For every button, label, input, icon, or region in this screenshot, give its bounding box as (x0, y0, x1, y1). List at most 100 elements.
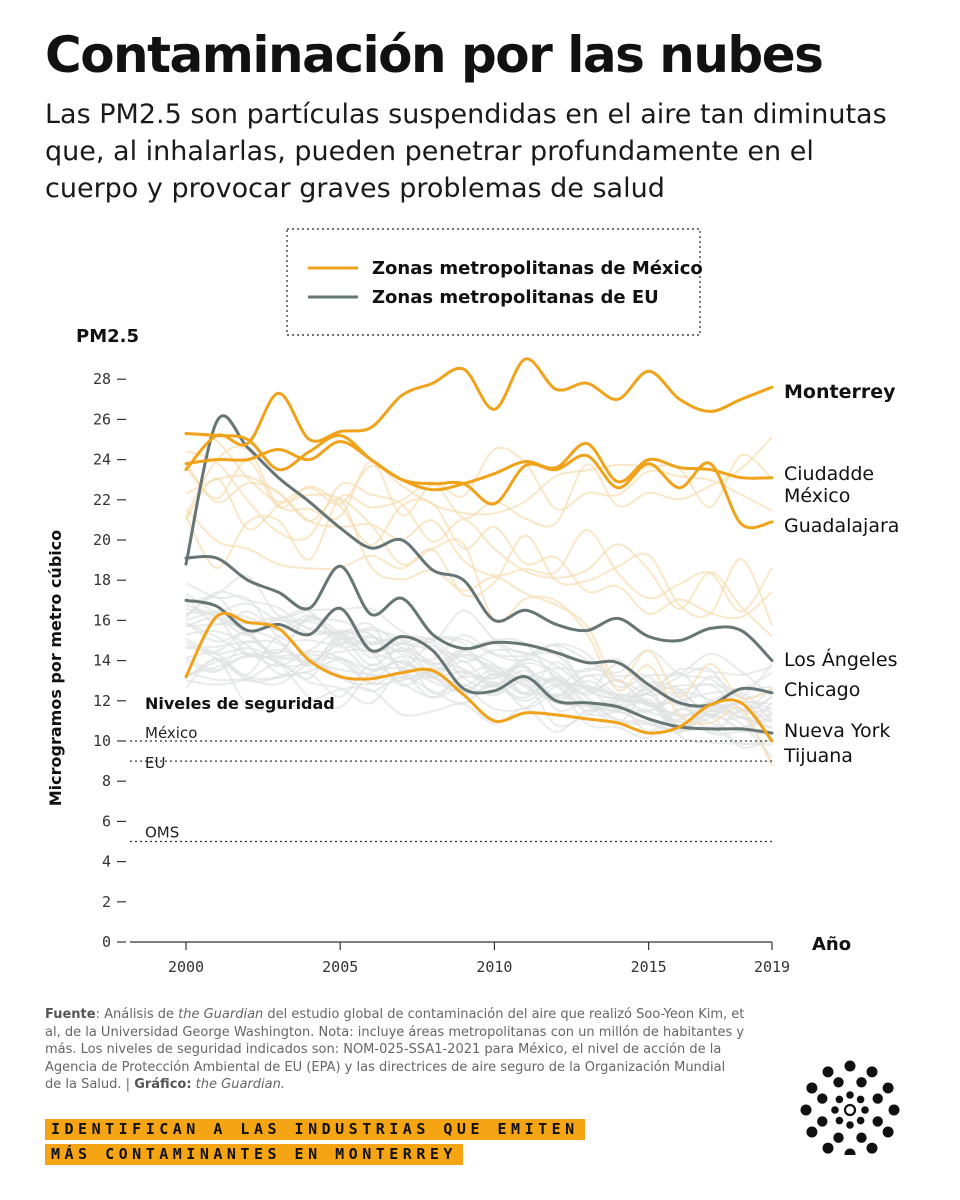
series-label-cdmx-line1: Ciudadde (784, 463, 874, 485)
y-tick-label: 8 (102, 772, 111, 790)
x-tick-label: 2015 (631, 958, 667, 976)
y-axis-label: Microgramos por metro cúbico (46, 530, 65, 807)
related-link-line1[interactable]: IDENTIFICAN A LAS INDUSTRIAS QUE EMITEN (45, 1119, 605, 1140)
page-title: Contaminación por las nubes (45, 26, 824, 84)
x-axis-label: Año (812, 934, 851, 955)
logo-dot (835, 1116, 844, 1125)
y-tick-label: 20 (93, 531, 111, 549)
logo-dot (806, 1126, 818, 1138)
y-tick-label: 6 (102, 812, 111, 830)
chart-legend: Zonas metropolitanas de México Zonas met… (286, 228, 703, 336)
series-label-cdmx-line2: México (784, 485, 850, 507)
legend-label-mexico: Zonas metropolitanas de México (372, 258, 703, 279)
y-tick-label: 28 (93, 370, 111, 388)
page-subtitle: Las PM2.5 son partículas suspendidas en … (45, 99, 887, 204)
x-tick-label: 2010 (476, 958, 512, 976)
series-line-tijuana (184, 611, 774, 743)
background-line-mexico (185, 432, 773, 767)
source-note: Fuente: Análisis de the Guardian del est… (45, 1006, 745, 1094)
logo-dot (846, 1121, 854, 1129)
logo-dot (822, 1066, 834, 1078)
reference-line-label: EU (145, 754, 165, 772)
related-link-text-2[interactable]: MÁS CONTAMINANTES EN MONTERREY (45, 1144, 463, 1165)
y-tick-label: 16 (93, 611, 111, 629)
logo-dot (856, 1095, 865, 1104)
source-label: Fuente (45, 1007, 96, 1022)
safety-levels-title: Niveles de seguridad (145, 694, 335, 713)
related-link-line2[interactable]: MÁS CONTAMINANTES EN MONTERREY (45, 1144, 605, 1165)
logo-dot (800, 1104, 812, 1116)
background-line-mexico (185, 474, 773, 613)
series-label: Chicago (784, 679, 860, 701)
x-tick-label: 2019 (754, 958, 790, 976)
y-tick-label: 24 (93, 451, 111, 469)
legend-box (286, 228, 701, 336)
pm25-line-chart: Zonas metropolitanas de México Zonas met… (46, 228, 899, 976)
logo-dot (835, 1095, 844, 1104)
background-line-eu (185, 637, 773, 721)
logo-dot (846, 1091, 854, 1099)
reference-lines: Niveles de seguridad México EU OMS (130, 694, 772, 843)
logo-dot (817, 1093, 828, 1104)
credit-value: the Guardian. (191, 1077, 285, 1092)
x-tick-label: 2000 (168, 958, 204, 976)
series-line-ciudadde-m-xico (184, 432, 774, 492)
series-label: Monterrey (784, 381, 896, 403)
logo-dot (882, 1082, 894, 1094)
legend-label-eu: Zonas metropolitanas de EU (372, 287, 659, 308)
y-tick-label: 18 (93, 571, 111, 589)
logo-dot (833, 1077, 844, 1088)
logo-dot (822, 1142, 834, 1154)
logo-dot (806, 1082, 818, 1094)
logo-dot (872, 1116, 883, 1127)
logo-dot (833, 1132, 844, 1143)
reference-line-label: México (145, 724, 197, 742)
background-line-eu (185, 652, 773, 712)
logo-dot (856, 1077, 867, 1088)
source-publication: the Guardian (178, 1007, 264, 1022)
logo-dot (856, 1132, 867, 1143)
logo-dot (861, 1106, 869, 1114)
series-label: Los Ángeles (784, 648, 897, 671)
series-label: Nueva York (784, 720, 890, 742)
logo-dot (866, 1066, 878, 1078)
logo-dot (844, 1060, 856, 1072)
logo-dot (888, 1104, 900, 1116)
background-line-mexico (185, 436, 773, 570)
y-tick-label: 12 (93, 692, 111, 710)
background-line-eu (185, 603, 773, 714)
logo-dot (831, 1106, 839, 1114)
series-label: Guadalajara (784, 515, 899, 537)
credit-label: Gráfico: (134, 1077, 192, 1092)
background-line-eu (185, 629, 773, 740)
series-label: Tijuana (783, 745, 853, 767)
logo-dot (856, 1116, 865, 1125)
y-tick-label: 2 (102, 893, 111, 911)
logo-dot (882, 1126, 894, 1138)
source-body: del estudio global de contaminación del … (45, 1007, 745, 1092)
publisher-logo (800, 1060, 900, 1155)
unit-label: PM2.5 (76, 326, 139, 347)
series-line-chicago (184, 554, 774, 708)
background-line-eu (185, 621, 773, 718)
y-tick-label: 10 (93, 732, 111, 750)
series-lines (184, 357, 774, 743)
logo-dot (872, 1093, 883, 1104)
y-tick-label: 26 (93, 410, 111, 428)
y-tick-label: 0 (102, 933, 111, 951)
related-link-text-1[interactable]: IDENTIFICAN A LAS INDUSTRIAS QUE EMITEN (45, 1119, 585, 1140)
series-line-monterrey (184, 357, 774, 472)
background-line-mexico (185, 450, 773, 638)
y-tick-label: 22 (93, 491, 111, 509)
y-tick-label: 4 (102, 853, 111, 871)
reference-line-label: OMS (145, 824, 179, 842)
series-line-guadalajara (184, 440, 774, 530)
logo-center-ring (843, 1103, 857, 1117)
logo-dot (844, 1148, 856, 1155)
x-tick-label: 2005 (322, 958, 358, 976)
source-pre: : Análisis de (95, 1007, 179, 1022)
y-tick-label: 14 (93, 652, 111, 670)
series-line-los-ngeles (184, 414, 774, 663)
